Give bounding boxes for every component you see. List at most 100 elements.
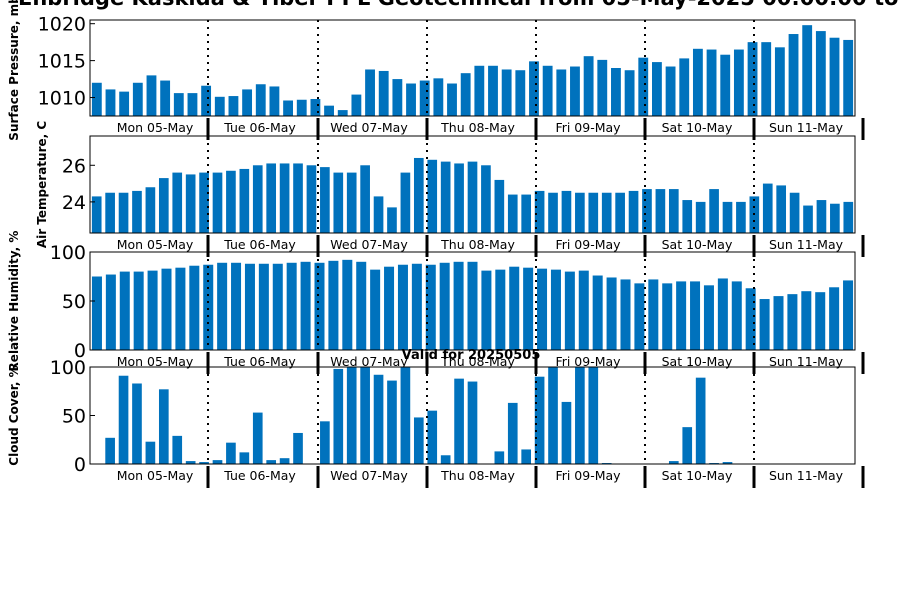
- day-label: Wed 07-May: [330, 120, 408, 135]
- bar: [628, 190, 639, 233]
- bar: [440, 161, 451, 233]
- bar: [269, 86, 280, 116]
- bar: [146, 75, 157, 116]
- bar: [242, 89, 253, 116]
- bar: [481, 270, 492, 350]
- bar: [447, 83, 457, 116]
- bar: [454, 378, 464, 464]
- bar: [515, 70, 526, 116]
- bar: [648, 279, 659, 350]
- bar: [427, 159, 438, 233]
- bar: [816, 200, 827, 233]
- bar: [682, 200, 693, 233]
- bar: [373, 374, 384, 464]
- day-label: Mon 05-May: [117, 237, 194, 252]
- bar: [351, 94, 362, 116]
- bar: [105, 192, 115, 233]
- bar: [722, 201, 733, 233]
- bar: [145, 187, 156, 233]
- bar: [481, 165, 491, 233]
- ytick-label: 0: [74, 454, 86, 476]
- bar: [226, 170, 236, 233]
- bar: [293, 432, 303, 464]
- panel-1: Mon 05-May Tue 06-May Wed 07-May Thu 08-May…: [7, 0, 865, 141]
- bar: [201, 85, 212, 116]
- bar: [523, 267, 534, 350]
- bar: [425, 264, 436, 350]
- day-label: Sun 11-May: [769, 468, 844, 483]
- bar: [187, 93, 198, 116]
- bar: [185, 174, 196, 233]
- bar: [413, 417, 424, 464]
- day-label: Tue 06-May: [223, 354, 296, 369]
- day-label: Sun 11-May: [769, 120, 844, 135]
- bar: [789, 192, 800, 233]
- bar: [212, 460, 223, 464]
- day-label: Tue 06-May: [223, 237, 296, 252]
- bar: [679, 58, 690, 116]
- bar: [283, 100, 293, 116]
- day-label: Wed 07-May: [330, 237, 408, 252]
- day-label: Fri 09-May: [555, 354, 621, 369]
- ytick-label: 26: [62, 155, 86, 177]
- bar: [668, 461, 679, 464]
- bar: [668, 189, 679, 233]
- bar: [203, 264, 214, 350]
- bar: [709, 189, 719, 233]
- bar: [118, 192, 129, 233]
- bar: [634, 283, 645, 350]
- bar: [788, 34, 799, 116]
- bar: [158, 178, 169, 233]
- bar: [346, 367, 357, 464]
- bar: [611, 68, 621, 116]
- bar: [228, 96, 239, 116]
- bar: [556, 69, 567, 116]
- bar: [467, 381, 478, 464]
- bar: [132, 190, 142, 233]
- ytick-label: 24: [62, 192, 86, 214]
- bar: [266, 460, 277, 464]
- day-label: Mon 05-May: [117, 468, 194, 483]
- bar: [185, 461, 196, 464]
- ytick-label: 50: [62, 291, 86, 313]
- bar: [306, 165, 317, 233]
- bar: [843, 280, 854, 350]
- bar: [147, 270, 158, 350]
- bar: [550, 269, 561, 350]
- panels: Mon 05-May Tue 06-May Wed 07-May Thu 08-May…: [7, 0, 865, 488]
- bar: [373, 196, 384, 233]
- bar: [488, 65, 498, 116]
- day-label: Fri 09-May: [555, 468, 621, 483]
- bar: [189, 265, 200, 350]
- bar: [803, 205, 813, 233]
- bar: [759, 299, 770, 350]
- bar: [172, 172, 183, 233]
- bar: [320, 421, 330, 464]
- bar: [642, 189, 652, 233]
- bar: [529, 61, 539, 116]
- bar: [226, 442, 236, 464]
- bar: [561, 190, 572, 233]
- ytick-label: 100: [50, 242, 86, 264]
- bar: [690, 281, 701, 350]
- bar: [279, 458, 290, 464]
- bar: [173, 93, 184, 116]
- bar: [745, 288, 756, 350]
- bar: [575, 367, 585, 464]
- bar: [239, 452, 250, 464]
- bar: [161, 268, 172, 350]
- bar: [118, 375, 129, 464]
- bar: [453, 261, 464, 350]
- bar: [91, 196, 102, 233]
- bar: [467, 261, 478, 350]
- panel-4: Mon 05-May Tue 06-May Wed 07-May Thu 08-May…: [7, 357, 865, 488]
- bar: [592, 275, 603, 350]
- bar: [231, 262, 242, 350]
- bar: [406, 83, 416, 116]
- bar: [801, 291, 812, 350]
- bar: [776, 185, 787, 233]
- bar: [133, 271, 144, 350]
- bar: [145, 441, 156, 464]
- bar: [676, 281, 687, 350]
